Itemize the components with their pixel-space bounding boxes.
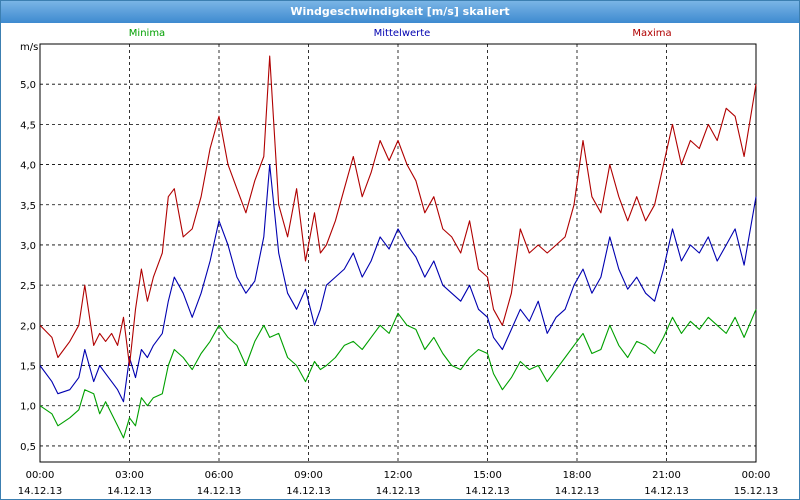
y-tick-label: 2,5 (20, 281, 36, 292)
y-tick-label: 2,0 (20, 321, 36, 332)
x-tick-time: 15:00 (473, 470, 502, 481)
x-tick-time: 00:00 (742, 470, 771, 481)
x-tick-date: 14.12.13 (376, 486, 421, 497)
y-tick-label: 4,0 (20, 161, 36, 172)
x-tick-time: 00:00 (26, 470, 55, 481)
y-tick-label: 1,0 (20, 402, 36, 413)
x-tick-date: 14.12.13 (107, 486, 152, 497)
x-tick-time: 21:00 (652, 470, 681, 481)
y-tick-label: 1,5 (20, 362, 36, 373)
x-tick-date: 14.12.13 (555, 486, 600, 497)
y-tick-label: 5,0 (20, 80, 36, 91)
x-tick-date: 14.12.13 (644, 486, 689, 497)
legend: Minima Mittelwerte Maxima (129, 28, 672, 39)
x-tick-time: 03:00 (115, 470, 144, 481)
x-tick-time: 06:00 (205, 470, 234, 481)
series-line-maxima (39, 55, 757, 367)
y-tick-label: 0,5 (20, 442, 36, 453)
x-axis-ticks: 00:00 14.12.13 03:00 14.12.13 06:00 14.12.13 0… (18, 470, 779, 497)
legend-minima: Minima (129, 28, 165, 39)
x-tick-date: 14.12.13 (465, 486, 510, 497)
plot-area-frame (39, 43, 757, 463)
x-tick-date: 15.12.13 (734, 486, 779, 497)
x-tick-date: 14.12.13 (286, 486, 331, 497)
x-tick-time: 18:00 (563, 470, 592, 481)
y-axis-ticks: 5,0 4,5 4,0 3,5 3,0 2,5 2,0 1,5 1,0 0,5 (20, 80, 36, 453)
series-lines (39, 55, 757, 439)
x-tick-date: 14.12.13 (18, 486, 63, 497)
series-line-mittelwerte (39, 164, 757, 403)
grid-lines (40, 44, 756, 462)
y-tick-label: 4,5 (20, 120, 36, 131)
x-tick-date: 14.12.13 (197, 486, 242, 497)
window-title: Windgeschwindigkeit [m/s] skaliert (1, 1, 799, 23)
x-tick-time: 12:00 (384, 470, 413, 481)
series-line-minima (39, 309, 757, 439)
y-axis-unit-label: m/s (20, 42, 38, 53)
legend-maxima: Maxima (632, 28, 671, 39)
legend-mittelwerte: Mittelwerte (374, 28, 431, 39)
y-tick-label: 3,0 (20, 241, 36, 252)
x-tick-time: 09:00 (294, 470, 323, 481)
y-tick-label: 3,5 (20, 201, 36, 212)
